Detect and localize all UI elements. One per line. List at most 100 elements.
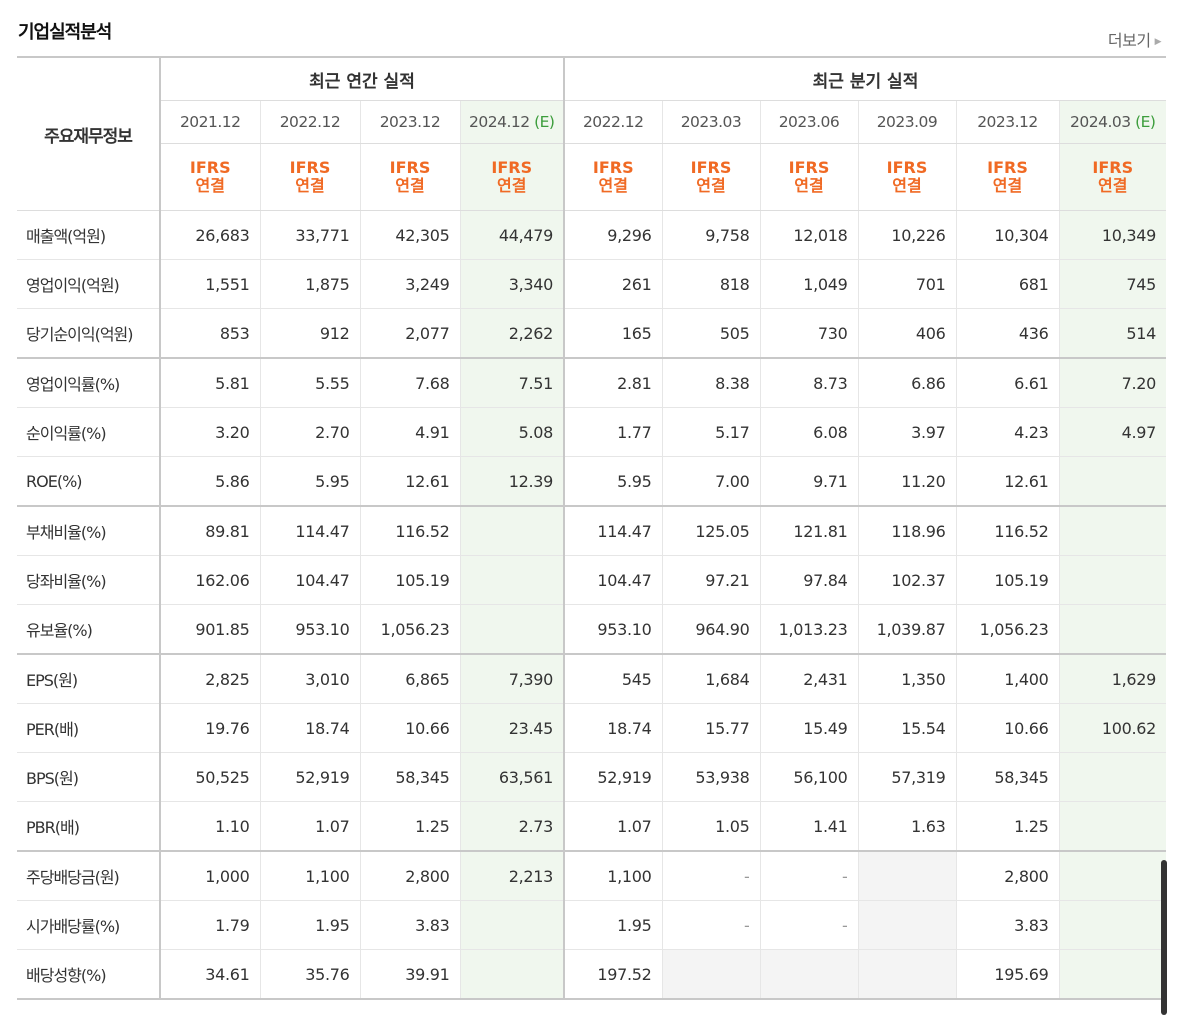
table-cell: 3,340 xyxy=(459,259,564,309)
table-row: 주당배당금(원) 1,000 1,100 2,800 2,213 1,100- -2,800 xyxy=(17,850,1166,901)
table-cell: 116.52 xyxy=(359,505,460,556)
period-header-row: 2021.12 2022.12 2023.12 2024.12 (E) 2022.12 2… xyxy=(17,100,1166,144)
financial-table: 주요재무정보 최근 연간 실적 최근 분기 실적 2021.12 2022.12 2… xyxy=(17,56,1166,1000)
table-cell: 44,479 xyxy=(459,210,564,260)
table-cell: 6.08 xyxy=(759,407,858,457)
table-row: 매출액(억원) 26,683 33,771 42,305 44,479 9,296 9,75… xyxy=(17,210,1166,260)
table-cell: 1.07 xyxy=(563,801,662,852)
more-link[interactable]: 더보기 ▶ xyxy=(1108,27,1162,51)
table-cell: 53,938 xyxy=(661,752,760,802)
table-cell xyxy=(1058,505,1166,556)
table-row: 영업이익(억원) 1,551 1,875 3,249 3,340 261 818 1,049 7… xyxy=(17,259,1166,309)
ifrs-header-row: IFRS 연결 IFRS 연결 IFRS 연결 IFRS 연결 IFRS 연결 IFRS 연결 IFRS… xyxy=(17,143,1166,211)
table-cell: 6.61 xyxy=(955,357,1059,408)
table-cell: 730 xyxy=(759,308,858,359)
table-row: 유보율(%) 901.85 953.10 1,056.23 953.10 964.90 1,… xyxy=(17,604,1166,655)
period-header: 2023.03 xyxy=(661,100,760,144)
table-cell: 1.95 xyxy=(563,900,662,950)
table-cell: 9,758 xyxy=(661,210,760,260)
table-cell: 10.66 xyxy=(955,703,1059,753)
table-cell: 953.10 xyxy=(259,604,360,655)
table-cell: 3.83 xyxy=(955,900,1059,950)
ifrs-label: IFRS xyxy=(592,158,634,177)
table-cell: 6.86 xyxy=(857,357,956,408)
table-cell: 7,390 xyxy=(459,653,564,704)
period-label: 2023.12 xyxy=(977,113,1038,131)
table-cell: 1,013.23 xyxy=(759,604,858,655)
ifrs-header: IFRS 연결 xyxy=(359,143,460,211)
table-cell: 2.70 xyxy=(259,407,360,457)
table-cell: 104.47 xyxy=(259,555,360,605)
table-cell: 1.41 xyxy=(759,801,858,852)
table-cell: 912 xyxy=(259,308,360,359)
table-cell: 1,100 xyxy=(563,850,662,901)
table-cell: 52,919 xyxy=(259,752,360,802)
table-cell: 701 xyxy=(857,259,956,309)
table-cell: 104.47 xyxy=(563,555,662,605)
table-cell: 8.73 xyxy=(759,357,858,408)
row-label: 영업이익률(%) xyxy=(17,357,160,408)
table-cell: 853 xyxy=(159,308,260,359)
table-cell: 1,684 xyxy=(661,653,760,704)
ifrs-label: IFRS xyxy=(491,158,533,177)
table-cell xyxy=(1058,752,1166,802)
table-cell: 1,100 xyxy=(259,850,360,901)
table-cell xyxy=(459,949,564,1000)
consolidated-label: 연결 xyxy=(598,176,628,195)
scrollbar[interactable] xyxy=(1161,860,1167,1015)
annual-group-header: 최근 연간 실적 xyxy=(159,57,564,101)
table-row: 시가배당률(%) 1.79 1.95 3.83 1.95- -3.83 xyxy=(17,900,1166,950)
table-cell: 1.95 xyxy=(259,900,360,950)
row-label: BPS(원) xyxy=(17,752,160,802)
row-label: 주당배당금(원) xyxy=(17,850,160,901)
ifrs-label: IFRS xyxy=(389,158,431,177)
table-cell: 11.20 xyxy=(857,456,956,507)
row-label: 당기순이익(억원) xyxy=(17,308,160,359)
table-row: PBR(배) 1.10 1.07 1.25 2.73 1.07 1.05 1.41 1.63 1.… xyxy=(17,801,1166,852)
table-cell: 2,262 xyxy=(459,308,564,359)
table-row: BPS(원) 50,525 52,919 58,345 63,561 52,919 53,9… xyxy=(17,752,1166,802)
table-cell: 18.74 xyxy=(259,703,360,753)
table-cell: 2,800 xyxy=(359,850,460,901)
consolidated-label: 연결 xyxy=(794,176,824,195)
row-label: 당좌비율(%) xyxy=(17,555,160,605)
corner-header: 주요재무정보 xyxy=(17,57,160,211)
consolidated-label: 연결 xyxy=(195,176,225,195)
table-cell: 2,431 xyxy=(759,653,858,704)
table-cell: 105.19 xyxy=(359,555,460,605)
estimate-mark: (E) xyxy=(1135,113,1156,131)
table-cell xyxy=(459,505,564,556)
table-cell: 9,296 xyxy=(563,210,662,260)
table-cell: 5.55 xyxy=(259,357,360,408)
table-cell: 162.06 xyxy=(159,555,260,605)
table-cell: 1,629 xyxy=(1058,653,1166,704)
table-cell: 97.21 xyxy=(661,555,760,605)
table-cell: 5.86 xyxy=(159,456,260,507)
period-header: 2023.12 xyxy=(955,100,1059,144)
ifrs-label: IFRS xyxy=(690,158,732,177)
table-cell: 1,551 xyxy=(159,259,260,309)
table-cell: 10,304 xyxy=(955,210,1059,260)
row-label: 순이익률(%) xyxy=(17,407,160,457)
table-cell: 19.76 xyxy=(159,703,260,753)
period-label: 2021.12 xyxy=(179,113,241,131)
period-header: 2024.03 (E) xyxy=(1058,100,1166,144)
table-cell: 10.66 xyxy=(359,703,460,753)
table-cell: 2,800 xyxy=(955,850,1059,901)
table-cell: 33,771 xyxy=(259,210,360,260)
table-cell xyxy=(857,949,956,1000)
table-cell: 745 xyxy=(1058,259,1166,309)
table-cell: 114.47 xyxy=(563,505,662,556)
table-cell: 7.00 xyxy=(661,456,760,507)
period-header: 2022.12 xyxy=(563,100,662,144)
table-cell: 58,345 xyxy=(955,752,1059,802)
row-label: 매출액(억원) xyxy=(17,210,160,260)
table-cell: 681 xyxy=(955,259,1059,309)
table-cell: 1,875 xyxy=(259,259,360,309)
table-cell: 4.91 xyxy=(359,407,460,457)
consolidated-label: 연결 xyxy=(395,176,425,195)
table-cell: - xyxy=(759,900,858,950)
table-body: 매출액(억원) 26,683 33,771 42,305 44,479 9,296 9,75… xyxy=(17,210,1166,1000)
table-cell: 2,825 xyxy=(159,653,260,704)
chevron-right-icon: ▶ xyxy=(1154,37,1162,47)
